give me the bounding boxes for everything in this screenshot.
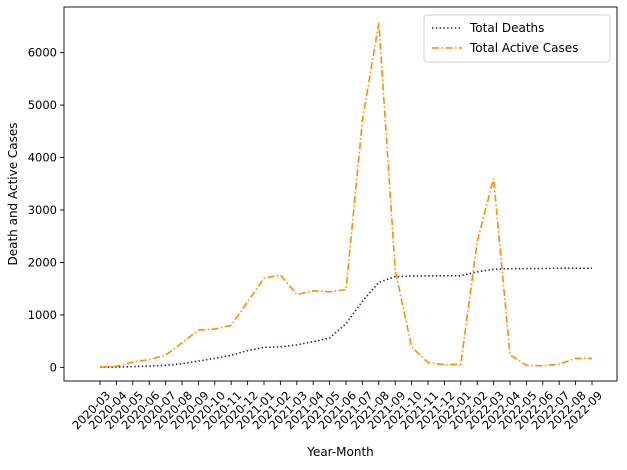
y-tick-label: 4000 <box>28 151 57 165</box>
y-tick-label: 0 <box>50 360 57 374</box>
legend-label: Total Active Cases <box>469 41 578 55</box>
plot-area <box>63 6 618 382</box>
legend: Total Deaths Total Active Cases <box>423 14 611 63</box>
y-axis: 0 1000 2000 3000 4000 5000 6000 <box>28 46 64 374</box>
y-tick-label: 5000 <box>28 98 57 112</box>
legend-label: Total Deaths <box>469 21 544 35</box>
y-axis-label: Death and Active Cases <box>6 122 20 265</box>
y-tick-label: 3000 <box>28 203 57 217</box>
x-axis-label: Year-Month <box>306 445 374 459</box>
y-tick-label: 2000 <box>28 255 57 269</box>
plot-frame <box>63 6 618 382</box>
y-tick-label: 1000 <box>28 308 57 322</box>
legend-box <box>423 14 611 63</box>
series-line-2 <box>99 22 592 368</box>
x-axis: 2020-032020-042020-052020-062020-072020-… <box>69 381 605 432</box>
y-tick-label: 6000 <box>28 46 57 60</box>
series-layer <box>99 22 592 369</box>
